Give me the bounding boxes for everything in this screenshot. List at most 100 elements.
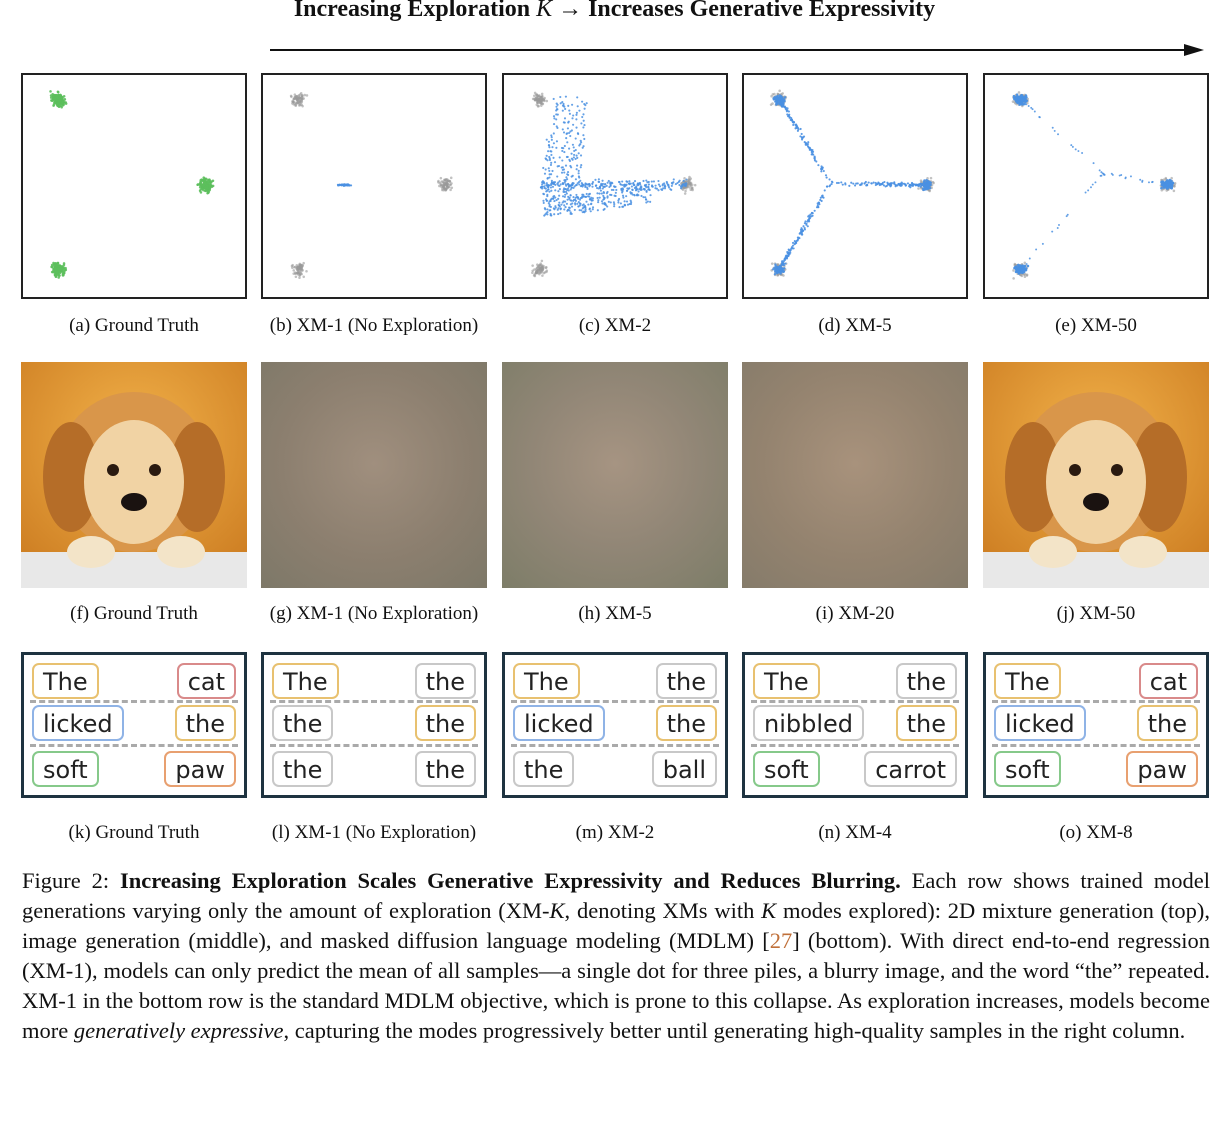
scatter-point: [52, 264, 56, 267]
scatter-point: [562, 190, 565, 193]
scatter-point: [543, 182, 546, 185]
token-panel-xm-8: The cat licked the soft paw: [983, 652, 1209, 798]
scatter-point: [684, 189, 687, 193]
scatter-point: [607, 179, 610, 183]
scatter-point: [562, 187, 566, 190]
scatter-point: [1024, 98, 1027, 102]
scatter-point: [559, 208, 562, 211]
scatter-point: [50, 265, 53, 269]
scatter-point: [533, 94, 536, 98]
token-chip: the: [272, 751, 334, 787]
scatter-point: [929, 176, 933, 180]
scatter-point: [657, 179, 660, 183]
scatter-point: [1162, 178, 1166, 181]
scatter-point: [689, 181, 693, 185]
scatter-point: [645, 179, 648, 182]
scatter-xm-2: [502, 73, 728, 299]
scatter-point: [1023, 275, 1027, 278]
caption-text-3: modes explored): 2D mixture generation (…: [22, 898, 1210, 953]
scatter-point: [559, 95, 562, 99]
scatter-point: [302, 275, 306, 279]
scatter-point: [553, 200, 556, 203]
scatter-point: [541, 274, 544, 277]
header-prefix: Increasing Exploration: [293, 0, 537, 22]
scatter-point: [1066, 213, 1069, 216]
scatter-point: [654, 187, 657, 190]
scatter-point: [566, 209, 569, 213]
scatter-point: [567, 104, 570, 107]
scatter-point: [439, 176, 443, 180]
scatter-point: [209, 181, 213, 184]
scatter-point: [657, 189, 660, 192]
scatter-point: [797, 236, 800, 239]
scatter-point: [555, 108, 559, 111]
scatter-point: [625, 200, 629, 203]
scatter-point: [867, 181, 870, 184]
scatter-point: [787, 110, 791, 113]
scatter-point: [572, 186, 575, 190]
scatter-point: [872, 181, 875, 184]
scatter-point: [554, 196, 557, 199]
scatter-point: [563, 204, 566, 207]
scatter-point: [548, 190, 551, 193]
scatter-point: [582, 203, 585, 206]
scatter-point: [633, 179, 637, 183]
scatter-point: [561, 104, 565, 107]
scatter-point: [1041, 242, 1044, 245]
caption-b: (b) XM-1 (No Exploration): [269, 315, 479, 336]
scatter-point: [770, 94, 773, 98]
scatter-point: [62, 99, 65, 103]
scatter-point: [1071, 145, 1074, 148]
scatter-point: [782, 270, 785, 274]
scatter-point: [1017, 91, 1021, 94]
scatter-point: [546, 159, 549, 162]
scatter-point: [781, 105, 784, 108]
scatter-point: [208, 185, 212, 189]
scatter-point: [552, 132, 555, 135]
scatter-point: [674, 183, 677, 186]
scatter-point: [576, 164, 579, 167]
scatter-point: [578, 109, 581, 112]
scatter-point: [536, 105, 540, 108]
scatter-point: [570, 184, 573, 187]
scatter-point: [1094, 181, 1097, 184]
scatter-point: [1033, 110, 1036, 113]
scatter-point: [296, 266, 300, 270]
scatter-point: [682, 179, 685, 182]
scatter-point: [606, 190, 609, 194]
scatter-point: [790, 116, 793, 120]
scatter-point: [548, 146, 551, 149]
scatter-point: [587, 203, 590, 206]
scatter-point: [800, 132, 803, 136]
scatter-point: [552, 115, 556, 118]
scatter-point: [1058, 223, 1060, 226]
scatter-point: [543, 185, 546, 188]
scatter-point: [602, 208, 605, 211]
scatter-point: [561, 109, 564, 112]
scatter-point: [448, 180, 452, 183]
scatter-point: [571, 117, 574, 120]
scatter-point: [923, 184, 927, 187]
scatter-point: [908, 183, 911, 186]
scatter-point: [569, 194, 572, 197]
token-chip: The: [272, 663, 339, 699]
citation-link[interactable]: 27: [769, 928, 793, 953]
token-chip: licked: [994, 705, 1086, 741]
token-chip: paw: [1126, 751, 1198, 787]
scatter-point: [580, 209, 583, 212]
caption-c: (c) XM-2: [578, 315, 652, 336]
scatter-point: [597, 201, 600, 204]
scatter-point: [610, 193, 613, 197]
scatter-point: [204, 186, 207, 189]
scatter-point: [564, 164, 568, 167]
scatter-point: [58, 95, 62, 99]
scatter-point: [561, 166, 564, 169]
scatter-point: [205, 177, 208, 181]
token-chip: the: [272, 705, 334, 741]
scatter-point: [853, 184, 857, 187]
scatter-point: [585, 192, 588, 196]
scatter-point: [566, 178, 569, 181]
scatter-point: [1173, 182, 1177, 185]
scatter-point: [621, 180, 624, 183]
scatter-point: [61, 272, 65, 275]
